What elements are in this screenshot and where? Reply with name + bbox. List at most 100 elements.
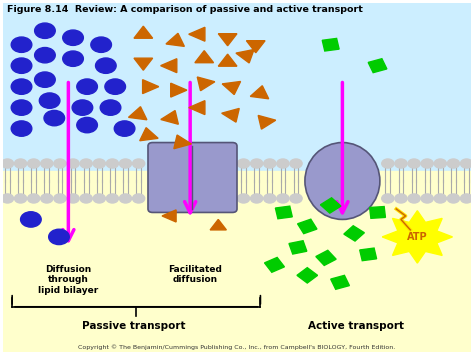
- Circle shape: [27, 194, 40, 203]
- Text: Active transport: Active transport: [309, 321, 404, 331]
- Polygon shape: [250, 86, 269, 99]
- Polygon shape: [189, 101, 205, 115]
- Circle shape: [106, 159, 118, 168]
- Circle shape: [93, 194, 105, 203]
- Polygon shape: [161, 110, 178, 124]
- Polygon shape: [162, 210, 176, 222]
- Polygon shape: [197, 77, 215, 91]
- Circle shape: [72, 100, 93, 115]
- Circle shape: [395, 194, 407, 203]
- Circle shape: [251, 159, 263, 168]
- Polygon shape: [140, 128, 158, 141]
- Circle shape: [91, 37, 111, 53]
- Polygon shape: [331, 275, 349, 289]
- Circle shape: [434, 159, 447, 168]
- Polygon shape: [368, 59, 387, 73]
- Circle shape: [1, 194, 14, 203]
- Circle shape: [119, 194, 132, 203]
- Polygon shape: [189, 27, 205, 41]
- Text: Figure 8.14  Review: A comparison of passive and active transport: Figure 8.14 Review: A comparison of pass…: [8, 5, 364, 13]
- Circle shape: [77, 79, 97, 94]
- Ellipse shape: [305, 143, 380, 219]
- Polygon shape: [174, 135, 191, 149]
- Text: Facilitated
diffusion: Facilitated diffusion: [168, 265, 222, 284]
- Polygon shape: [166, 33, 184, 47]
- Polygon shape: [382, 211, 453, 263]
- Circle shape: [434, 194, 447, 203]
- Polygon shape: [370, 207, 385, 218]
- FancyBboxPatch shape: [148, 143, 237, 212]
- Circle shape: [277, 159, 289, 168]
- Polygon shape: [219, 54, 237, 66]
- Polygon shape: [134, 26, 153, 38]
- Circle shape: [133, 194, 145, 203]
- Circle shape: [77, 118, 97, 133]
- Circle shape: [41, 194, 53, 203]
- Circle shape: [39, 93, 60, 108]
- Circle shape: [114, 121, 135, 136]
- Circle shape: [264, 159, 276, 168]
- Circle shape: [382, 159, 394, 168]
- Circle shape: [421, 194, 433, 203]
- Polygon shape: [222, 82, 241, 94]
- Circle shape: [80, 159, 92, 168]
- Circle shape: [277, 194, 289, 203]
- Circle shape: [27, 159, 40, 168]
- Polygon shape: [316, 250, 336, 266]
- Circle shape: [35, 48, 55, 63]
- Polygon shape: [264, 257, 284, 272]
- Circle shape: [15, 159, 27, 168]
- Circle shape: [290, 159, 302, 168]
- Circle shape: [421, 159, 433, 168]
- Circle shape: [106, 194, 118, 203]
- Circle shape: [119, 159, 132, 168]
- Polygon shape: [143, 80, 159, 94]
- Circle shape: [35, 72, 55, 87]
- Circle shape: [264, 194, 276, 203]
- Polygon shape: [289, 241, 307, 254]
- Circle shape: [460, 159, 473, 168]
- Circle shape: [49, 229, 69, 245]
- Polygon shape: [246, 41, 265, 53]
- Circle shape: [15, 194, 27, 203]
- Circle shape: [251, 194, 263, 203]
- Circle shape: [20, 212, 41, 227]
- Polygon shape: [297, 268, 318, 283]
- Circle shape: [67, 194, 79, 203]
- Circle shape: [447, 194, 459, 203]
- Polygon shape: [344, 226, 365, 241]
- Circle shape: [63, 51, 83, 66]
- Circle shape: [105, 79, 126, 94]
- Polygon shape: [222, 108, 239, 122]
- Polygon shape: [236, 49, 254, 63]
- Circle shape: [460, 194, 473, 203]
- Text: ATP: ATP: [407, 232, 428, 242]
- Circle shape: [80, 194, 92, 203]
- Polygon shape: [275, 206, 292, 219]
- Circle shape: [395, 159, 407, 168]
- Circle shape: [41, 159, 53, 168]
- Polygon shape: [258, 115, 276, 129]
- Circle shape: [447, 159, 459, 168]
- Circle shape: [11, 79, 32, 94]
- Circle shape: [54, 159, 66, 168]
- Circle shape: [382, 194, 394, 203]
- Circle shape: [11, 37, 32, 53]
- Polygon shape: [320, 198, 341, 213]
- Circle shape: [67, 159, 79, 168]
- Polygon shape: [219, 34, 237, 46]
- Circle shape: [63, 30, 83, 45]
- Bar: [3, 170, 471, 352]
- Bar: [3, 3, 471, 170]
- Circle shape: [11, 121, 32, 136]
- Circle shape: [11, 100, 32, 115]
- Polygon shape: [360, 248, 377, 261]
- Circle shape: [100, 100, 121, 115]
- Polygon shape: [298, 219, 317, 234]
- Polygon shape: [195, 51, 214, 63]
- Circle shape: [408, 159, 420, 168]
- Polygon shape: [134, 58, 153, 70]
- Circle shape: [408, 194, 420, 203]
- Polygon shape: [171, 83, 187, 97]
- Polygon shape: [161, 59, 177, 73]
